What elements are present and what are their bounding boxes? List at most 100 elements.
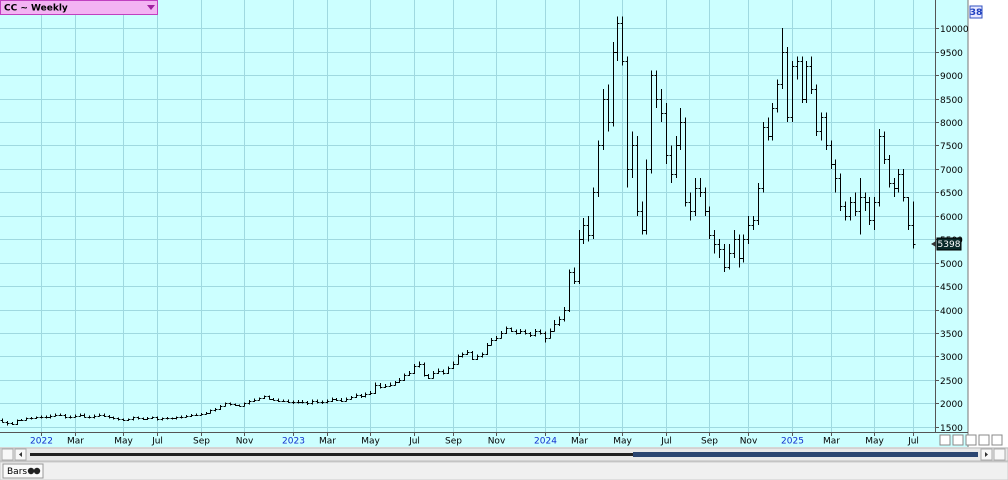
ohlc-bar [688,192,693,221]
ohlc-bar [693,178,698,216]
tab-label: Bars [7,467,27,477]
symbol-selector[interactable]: CC ~ Weekly [0,0,158,15]
scroll-last[interactable] [993,448,1006,461]
ohlc-bar [267,395,272,400]
ohlc-bar [717,239,722,258]
ohlc-bar [712,229,717,254]
ohlc-bar [809,56,814,94]
ohlc-bar [790,60,795,122]
last-price-box [936,237,962,251]
ohlc-bar [882,131,887,165]
ohlc-bar [102,413,107,417]
x-tick-label: Mar [571,437,588,447]
ohlc-bar [402,373,407,381]
ohlc-bar [480,352,485,358]
ohlc-bar [368,391,373,395]
ohlc-bar [741,234,746,263]
ohlc-bar [233,403,238,407]
ohlc-bar [722,243,727,273]
chart-title: CC ~ Weekly [4,4,68,14]
ohlc-bar [426,373,431,379]
ohlc-bar [315,399,320,404]
ohlc-bar [732,229,737,258]
ohlc-bar [68,415,73,419]
x-tick-label: Sep [701,437,718,447]
ohlc-bar [271,397,276,401]
ohlc-bar [179,415,184,419]
ohlc-bar [567,269,572,312]
ohlc-bar [489,338,494,346]
dropdown-arrow[interactable] [147,5,155,10]
axis-button[interactable] [939,434,951,446]
ohlc-bar [669,145,674,183]
x-tick-label: Sep [193,437,210,447]
ohlc-bar [286,399,291,403]
y-tick-label: 4500 [940,283,963,293]
ohlc-bar [208,409,213,414]
ohlc-bar [557,316,562,326]
ohlc-bar [334,397,339,402]
ohlc-bar [218,404,223,410]
ohlc-bar [543,331,548,343]
ohlc-bar [291,400,296,404]
x-tick-label: Mar [319,437,336,447]
ohlc-bar [363,392,368,398]
axis-button[interactable] [965,434,977,446]
y-tick-label: 4000 [940,307,963,317]
ohlc-bar [572,267,577,284]
ohlc-bar [116,417,121,421]
x-tick-label: Mar [67,437,84,447]
ohlc-bar [446,366,451,374]
ohlc-bar [34,416,39,419]
ohlc-bar [0,418,5,423]
ohlc-bar [165,416,170,420]
badge-box[interactable] [969,5,983,19]
title-box[interactable] [0,0,158,15]
ohlc-bar [591,187,596,240]
ohlc-bar [683,117,688,207]
ohlc-bar [814,84,819,137]
y-tick-label: 9500 [940,49,963,59]
y-tick-label: 5000 [940,260,963,270]
ohlc-bar [892,178,897,198]
ohlc-bar [819,112,824,141]
bars-tab[interactable] [2,463,44,479]
ohlc-bar [199,412,204,416]
axis-button[interactable] [991,434,1003,446]
ohlc-bar [678,107,683,151]
ohlc-bar [746,215,751,244]
ohlc-bar [213,408,218,412]
ohlc-bar [325,399,330,404]
ohlc-bar [194,413,199,417]
ohlc-bar [296,400,301,404]
ohlc-bar [766,117,771,141]
scrollbar [0,447,1008,462]
ohlc-bar [29,416,34,420]
ohlc-bar [824,112,829,151]
ohlc-bar [475,354,480,360]
ohlc-bar [247,400,252,405]
ohlc-bar [785,46,790,122]
ohlc-bar [518,328,523,334]
ohlc-bar [906,197,911,230]
ohlc-bar [838,173,843,212]
ohlc-bar [843,201,848,221]
ohlc-bar [863,192,868,212]
axis-button[interactable] [978,434,990,446]
ohlc-bar [393,380,398,386]
ohlc-bar [562,307,567,322]
ohlc-bar [664,103,669,165]
ohlc-bar [281,399,286,402]
x-tick-label: 2022 [30,437,53,447]
ohlc-bar [92,414,97,419]
x-tick-label: May [865,437,884,447]
x-tick-label: Nov [488,437,506,447]
ohlc-bar [751,215,756,230]
axis-button[interactable] [952,434,964,446]
scroll-arrow [985,452,988,457]
scroll-first[interactable] [1,448,14,461]
ohlc-bar [533,328,538,337]
scroll-thumb[interactable] [633,452,978,457]
ohlc-bar [262,395,267,400]
